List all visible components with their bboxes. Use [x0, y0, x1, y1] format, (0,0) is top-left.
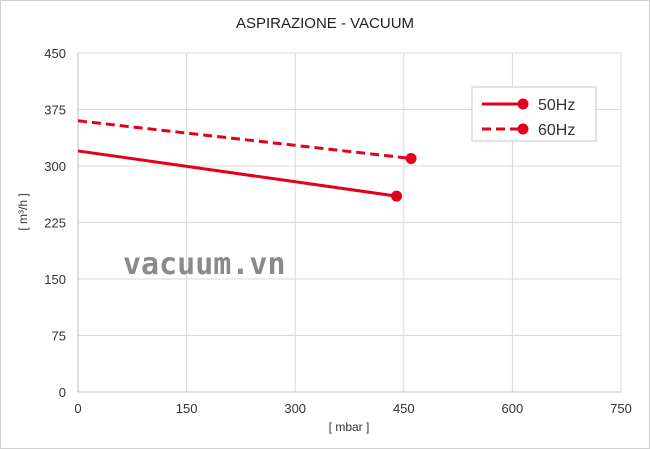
- x-tick-label: 0: [74, 401, 81, 416]
- y-tick-label: 0: [59, 385, 66, 400]
- x-tick-label: 300: [284, 401, 306, 416]
- legend: 50Hz 60Hz: [471, 86, 597, 142]
- y-tick-label: 450: [44, 46, 66, 61]
- watermark: vacuum.vn: [123, 247, 286, 282]
- x-tick-label: 750: [610, 401, 632, 416]
- y-tick-label: 300: [44, 159, 66, 174]
- legend-label: 60Hz: [538, 122, 575, 139]
- legend-swatch-marker: [517, 98, 529, 110]
- y-tick-label: 75: [52, 329, 66, 344]
- data-point-50Hz: [391, 190, 403, 202]
- x-tick-label: 150: [176, 401, 198, 416]
- y-tick-label: 150: [44, 272, 66, 287]
- data-point-60Hz: [405, 152, 417, 164]
- x-tick-label: 450: [393, 401, 415, 416]
- x-axis-label: [ mbar ]: [329, 420, 370, 434]
- y-tick-label: 375: [44, 103, 66, 118]
- legend-label: 50Hz: [538, 97, 575, 114]
- y-axis-label: [ m³/h ]: [16, 193, 30, 230]
- legend-swatch-marker: [517, 123, 529, 135]
- chart-title: ASPIRAZIONE - VACUUM: [236, 15, 414, 32]
- y-tick-label: 225: [44, 216, 66, 231]
- series-line-60Hz: [77, 119, 412, 160]
- x-tick-label: 600: [502, 401, 524, 416]
- series-line-50Hz: [77, 149, 397, 198]
